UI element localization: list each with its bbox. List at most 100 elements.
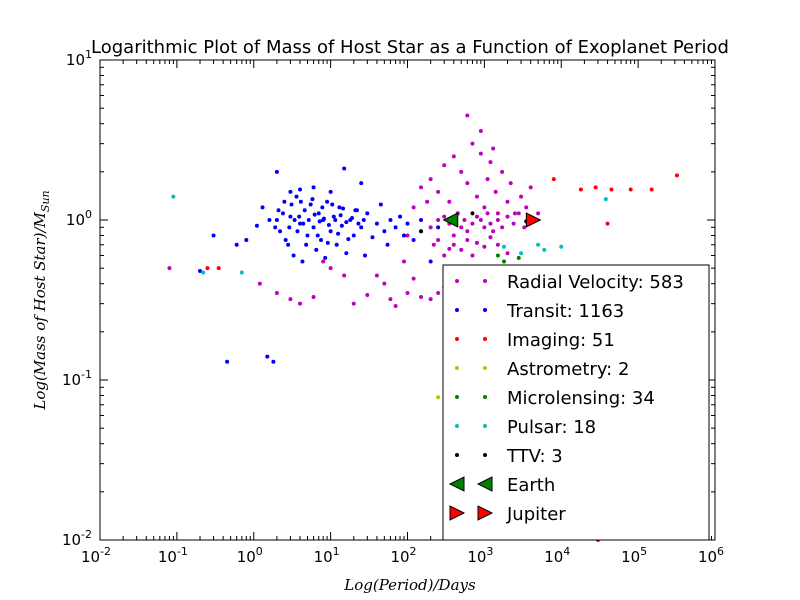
transit-point [436,225,441,230]
transit-point [244,237,249,242]
radial-velocity-point [411,205,416,210]
radial-velocity-point [474,214,479,219]
transit-point [295,229,300,234]
transit-point [288,189,293,194]
transit-point [382,229,387,234]
radial-velocity-point [470,141,475,146]
transit-point [302,208,307,213]
legend-marker-pulsar [483,424,487,428]
radial-velocity-point [491,229,496,234]
radial-velocity-point [482,225,487,230]
transit-point [401,233,406,238]
x-tick-label: 105 [621,545,647,566]
radial-velocity-point [488,235,493,240]
radial-velocity-point [436,189,441,194]
transit-point [301,221,306,226]
transit-point [331,214,336,219]
pulsar-point [559,244,564,249]
radial-velocity-point [365,292,370,297]
radial-velocity-point [447,246,452,251]
pulsar-point [542,247,547,252]
legend-label-pulsar: Pulsar: 18 [507,417,596,438]
radial-velocity-point [459,225,464,230]
legend-marker-jupiter [449,505,466,521]
radial-velocity-point [491,146,496,151]
transit-point [267,218,272,222]
radial-velocity-point [451,233,456,238]
pulsar-point [201,270,206,275]
radial-velocity-point [500,225,505,230]
radial-velocity-point [321,259,326,264]
transit-point [274,218,279,222]
radial-velocity-point [419,185,424,190]
transit-point [314,247,319,252]
transit-point [338,213,343,218]
pulsar-point [536,242,541,247]
legend: Radial Velocity: 583 Transit: 1163 Imaging… [442,264,710,541]
radial-velocity-point [436,218,441,222]
radial-velocity-point [478,151,483,156]
legend-label-earth: Earth [507,475,555,496]
radial-velocity-point [328,266,333,271]
transit-point [271,359,276,364]
transit-point [265,354,270,359]
imaging-point [551,177,556,182]
radial-velocity-point [447,199,452,204]
radial-velocity-point [288,297,293,302]
radial-velocity-point [495,242,500,247]
pulsar-point [171,194,176,199]
legend-marker-earth [476,476,493,492]
radial-velocity-point [522,225,527,230]
transit-point [298,221,303,226]
transit-point [325,199,330,204]
x-axis-label: Log(Period)/Days [343,576,476,594]
transit-point [361,218,366,222]
transit-point [292,218,297,222]
transit-point [312,212,317,217]
transit-point [310,197,315,202]
jupiter-point [525,212,542,228]
y-axis-label: Log(Mass of Host Star)/MSun [31,190,52,410]
transit-point [280,211,285,216]
transit-point [363,253,368,258]
transit-point [273,225,278,230]
radial-velocity-point [428,297,433,302]
transit-point [294,194,299,199]
astrometry-point [436,395,441,400]
transit-point [342,166,347,171]
radial-velocity-point [524,205,529,210]
radial-velocity-point [388,297,393,302]
transit-point [282,199,287,204]
radial-velocity-point [465,237,470,242]
legend-label-astrometry: Astrometry: 2 [507,359,629,380]
transit-point [311,185,316,190]
transit-point [198,269,203,274]
transit-point [320,205,325,210]
radial-velocity-point [382,281,387,286]
transit-point [337,205,342,210]
transit-point [351,233,356,238]
legend-marker-pulsar [455,424,459,428]
transit-point [304,242,309,247]
transit-point [321,216,326,221]
transit-point [234,242,239,247]
transit-point [428,259,433,264]
transit-point [297,214,302,219]
transit-point [316,211,321,216]
radial-velocity-point [505,251,510,256]
transit-point [306,218,311,222]
radial-velocity-point [528,185,533,190]
transit-point [326,223,331,228]
transit-point [370,235,375,240]
x-tick-label: 10-2 [81,545,111,566]
radial-velocity-point [411,276,416,281]
radial-velocity-point [419,295,424,300]
legend-label-imaging: Imaging: 51 [507,330,615,351]
transit-point [333,218,338,222]
radial-velocity-point [298,301,303,306]
legend-marker-jupiter [477,505,494,521]
legend-box [442,264,710,541]
x-tick-label: 10-1 [158,545,188,566]
radial-velocity-point [351,301,356,306]
